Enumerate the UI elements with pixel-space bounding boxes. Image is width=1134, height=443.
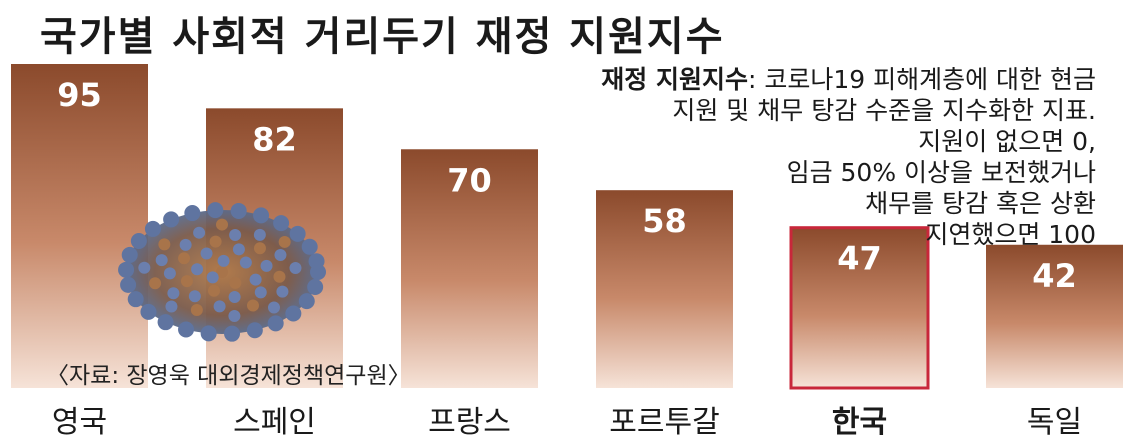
bar-한국 — [789, 226, 930, 390]
note-line-4: 임금 50% 이상을 보전했거나 — [786, 158, 1096, 187]
page-title: 국가별 사회적 거리두기 재정 지원지수 — [40, 14, 725, 60]
bar-독일 — [986, 244, 1123, 388]
bar-영국 — [11, 64, 148, 388]
note-line-6: 지연했으면 100 — [925, 220, 1096, 249]
note-line-3: 지원이 없으면 0, — [918, 127, 1096, 156]
coronavirus-illustration — [118, 202, 326, 342]
bar-포르투갈 — [596, 190, 733, 388]
value-label-스페인: 82 — [252, 120, 297, 158]
category-label-영국: 영국 — [52, 405, 107, 440]
category-label-독일: 독일 — [1027, 405, 1082, 440]
source-note: 〈자료: 장영욱 대외경제정책연구원〉 — [46, 363, 411, 389]
value-label-포르투갈: 58 — [642, 202, 687, 240]
value-label-한국: 47 — [837, 240, 882, 278]
value-label-독일: 42 — [1032, 257, 1077, 295]
category-label-스페인: 스페인 — [233, 405, 316, 440]
category-label-프랑스: 프랑스 — [428, 405, 511, 440]
index-definition-note: 재정 지원지수: 코로나19 피해계층에 대한 현금 지원 및 채무 탕감 수준… — [276, 64, 1096, 250]
value-label-영국: 95 — [57, 76, 102, 114]
category-label-한국: 한국 — [832, 405, 887, 440]
category-label-포르투갈: 포르투갈 — [609, 405, 719, 440]
note-label: 재정 지원지수 — [601, 65, 748, 94]
value-label-프랑스: 70 — [447, 161, 492, 199]
note-line-2: 지원 및 채무 탕감 수준을 지수화한 지표. — [672, 96, 1096, 125]
bar-프랑스 — [401, 149, 538, 388]
note-line-1: : 코로나19 피해계층에 대한 현금 — [747, 65, 1096, 94]
note-line-5: 채무를 탕감 혹은 상환 — [865, 189, 1096, 218]
